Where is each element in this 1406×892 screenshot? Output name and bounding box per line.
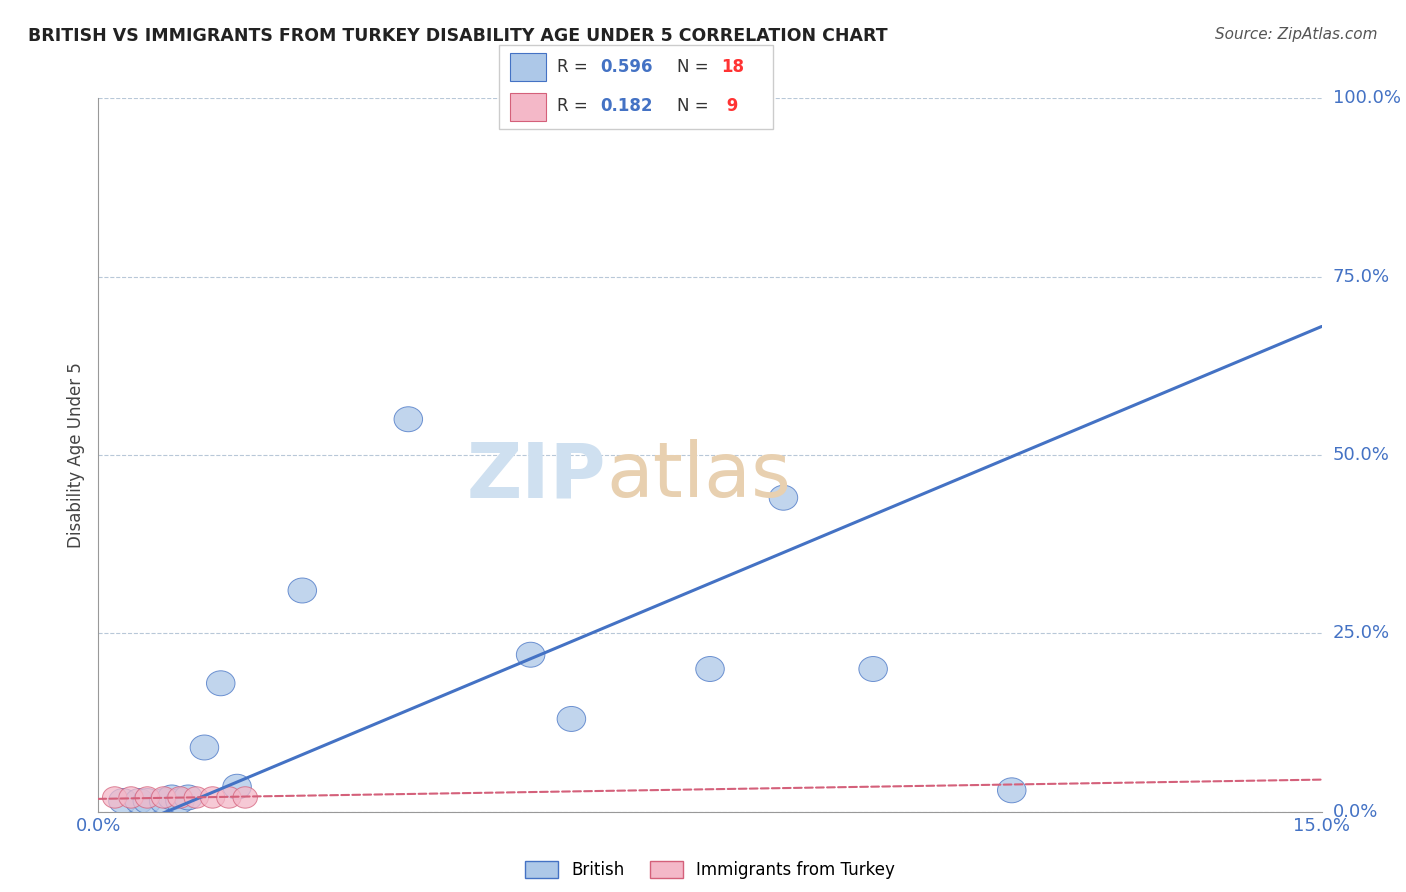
Ellipse shape bbox=[167, 787, 193, 808]
Ellipse shape bbox=[134, 789, 162, 814]
Text: Source: ZipAtlas.com: Source: ZipAtlas.com bbox=[1215, 27, 1378, 42]
Ellipse shape bbox=[166, 789, 194, 814]
Ellipse shape bbox=[997, 778, 1026, 803]
Ellipse shape bbox=[288, 578, 316, 603]
Ellipse shape bbox=[207, 671, 235, 696]
Ellipse shape bbox=[233, 787, 257, 808]
Text: BRITISH VS IMMIGRANTS FROM TURKEY DISABILITY AGE UNDER 5 CORRELATION CHART: BRITISH VS IMMIGRANTS FROM TURKEY DISABI… bbox=[28, 27, 887, 45]
FancyBboxPatch shape bbox=[510, 93, 546, 120]
Text: 100.0%: 100.0% bbox=[1333, 89, 1400, 107]
Text: 18: 18 bbox=[721, 58, 744, 76]
Text: ZIP: ZIP bbox=[467, 440, 606, 513]
Ellipse shape bbox=[108, 789, 138, 814]
Text: 0.182: 0.182 bbox=[600, 97, 652, 115]
Ellipse shape bbox=[696, 657, 724, 681]
Ellipse shape bbox=[157, 785, 186, 810]
Text: N =: N = bbox=[678, 58, 714, 76]
Ellipse shape bbox=[769, 485, 797, 510]
Ellipse shape bbox=[394, 407, 423, 432]
Text: 75.0%: 75.0% bbox=[1333, 268, 1391, 285]
Ellipse shape bbox=[149, 789, 179, 814]
Text: R =: R = bbox=[557, 58, 593, 76]
Text: N =: N = bbox=[678, 97, 714, 115]
Text: 0.596: 0.596 bbox=[600, 58, 652, 76]
FancyBboxPatch shape bbox=[499, 45, 773, 129]
Ellipse shape bbox=[125, 789, 153, 814]
Ellipse shape bbox=[120, 787, 143, 808]
Ellipse shape bbox=[557, 706, 586, 731]
Text: 25.0%: 25.0% bbox=[1333, 624, 1391, 642]
FancyBboxPatch shape bbox=[510, 54, 546, 81]
Ellipse shape bbox=[174, 785, 202, 810]
Ellipse shape bbox=[152, 787, 176, 808]
Legend: British, Immigrants from Turkey: British, Immigrants from Turkey bbox=[519, 854, 901, 886]
Text: R =: R = bbox=[557, 97, 593, 115]
Ellipse shape bbox=[859, 657, 887, 681]
Ellipse shape bbox=[135, 787, 160, 808]
Ellipse shape bbox=[516, 642, 546, 667]
Ellipse shape bbox=[103, 787, 127, 808]
Ellipse shape bbox=[222, 774, 252, 799]
Ellipse shape bbox=[190, 735, 219, 760]
Text: 0.0%: 0.0% bbox=[1333, 803, 1378, 821]
Ellipse shape bbox=[184, 787, 208, 808]
Ellipse shape bbox=[217, 787, 242, 808]
Text: atlas: atlas bbox=[606, 440, 792, 513]
Text: 50.0%: 50.0% bbox=[1333, 446, 1389, 464]
Text: 9: 9 bbox=[721, 97, 738, 115]
Y-axis label: Disability Age Under 5: Disability Age Under 5 bbox=[67, 362, 86, 548]
Ellipse shape bbox=[200, 787, 225, 808]
